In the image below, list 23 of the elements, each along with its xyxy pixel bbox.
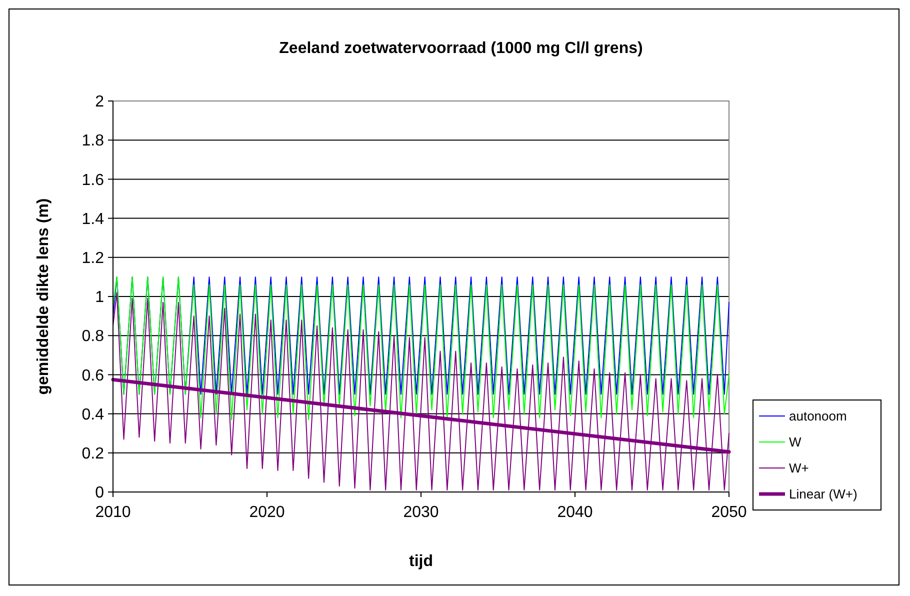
y-tick-label: 1.6	[82, 172, 104, 189]
y-axis-title: gemiddelde dikte lens (m)	[35, 198, 52, 395]
y-tick-label: 1.2	[82, 250, 104, 267]
legend-label: Linear (W+)	[789, 486, 858, 502]
y-tick-label: 1.4	[82, 210, 104, 228]
x-tick-label: 2030	[403, 504, 439, 521]
y-tick-label: 1	[95, 289, 104, 306]
chart-title: Zeeland zoetwatervoorraad (1000 mg Cl/l grens)	[279, 40, 643, 57]
x-tick-label: 2050	[711, 504, 747, 521]
y-tick-label: 0.6	[82, 367, 104, 384]
y-tick-label: 0.4	[82, 406, 104, 424]
legend-label: W	[789, 434, 802, 450]
x-tick-label: 2010	[95, 504, 131, 521]
y-tick-label: 0	[95, 484, 104, 502]
y-tick-label: 2	[95, 94, 104, 111]
x-axis-title: tijd	[409, 553, 433, 570]
y-tick-label: 0.2	[82, 446, 104, 462]
legend-label: W+	[789, 460, 809, 476]
y-tick-label: 1.8	[82, 132, 104, 150]
legend-label: autonoom	[789, 408, 847, 424]
y-tick-label: 0.8	[82, 328, 104, 346]
x-tick-label: 2020	[249, 504, 285, 521]
x-tick-label: 2040	[557, 504, 593, 521]
